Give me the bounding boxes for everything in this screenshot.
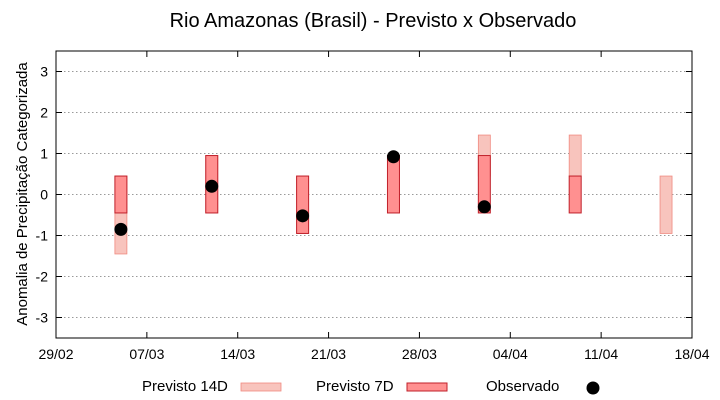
x-tick-label: 11/04 <box>584 346 618 362</box>
y-tick-label: -1 <box>36 228 49 244</box>
y-axis-label: Anomalia de Precipitação Categorizada <box>14 62 31 326</box>
legend-label-observado: Observado <box>486 378 559 395</box>
legend-swatch-previsto-7d <box>406 382 448 392</box>
legend-marker-observado <box>586 381 600 395</box>
x-tick-label: 28/03 <box>402 346 437 362</box>
legend-label-previsto-14d: Previsto 14D <box>142 378 228 395</box>
point-observado <box>386 150 400 164</box>
bar-previsto-14d <box>659 175 673 234</box>
y-tick-label: 1 <box>40 146 48 162</box>
chart-title: Rio Amazonas (Brasil) - Previsto x Obser… <box>170 10 577 32</box>
y-tick-label: 3 <box>40 64 48 80</box>
series-previsto-7d <box>114 155 582 234</box>
point-observado <box>296 209 310 223</box>
point-observado <box>114 222 128 236</box>
legend-label-previsto-7d: Previsto 7D <box>316 378 394 395</box>
x-tick-label: 29/02 <box>38 346 73 362</box>
point-observado <box>477 200 491 214</box>
bar-previsto-7d <box>296 175 310 234</box>
bar-previsto-14d <box>568 134 582 177</box>
bar-previsto-7d <box>568 175 582 214</box>
point-observado <box>205 179 219 193</box>
x-tick-label: 18/04 <box>674 346 709 362</box>
y-tick-label: -3 <box>36 310 49 326</box>
y-tick-label: -2 <box>36 269 49 285</box>
bar-previsto-7d <box>114 175 128 214</box>
bar-previsto-7d <box>386 155 400 214</box>
x-tick-label: 21/03 <box>311 346 346 362</box>
grid-lines <box>56 71 692 318</box>
x-tick-label: 07/03 <box>129 346 164 362</box>
x-tick-label: 04/04 <box>493 346 528 362</box>
x-tick-label: 14/03 <box>220 346 255 362</box>
y-tick-label: 2 <box>40 105 48 121</box>
series-observado <box>114 150 491 236</box>
axes: 3 2 1 0 -1 -2 -3 29/02 07/03 14/03 21/03 28/03 04/04… <box>36 51 710 362</box>
legend: Previsto 14D Previsto 7D Observado <box>142 378 600 395</box>
legend-swatch-previsto-14d <box>240 382 282 392</box>
y-tick-label: 0 <box>40 187 48 203</box>
